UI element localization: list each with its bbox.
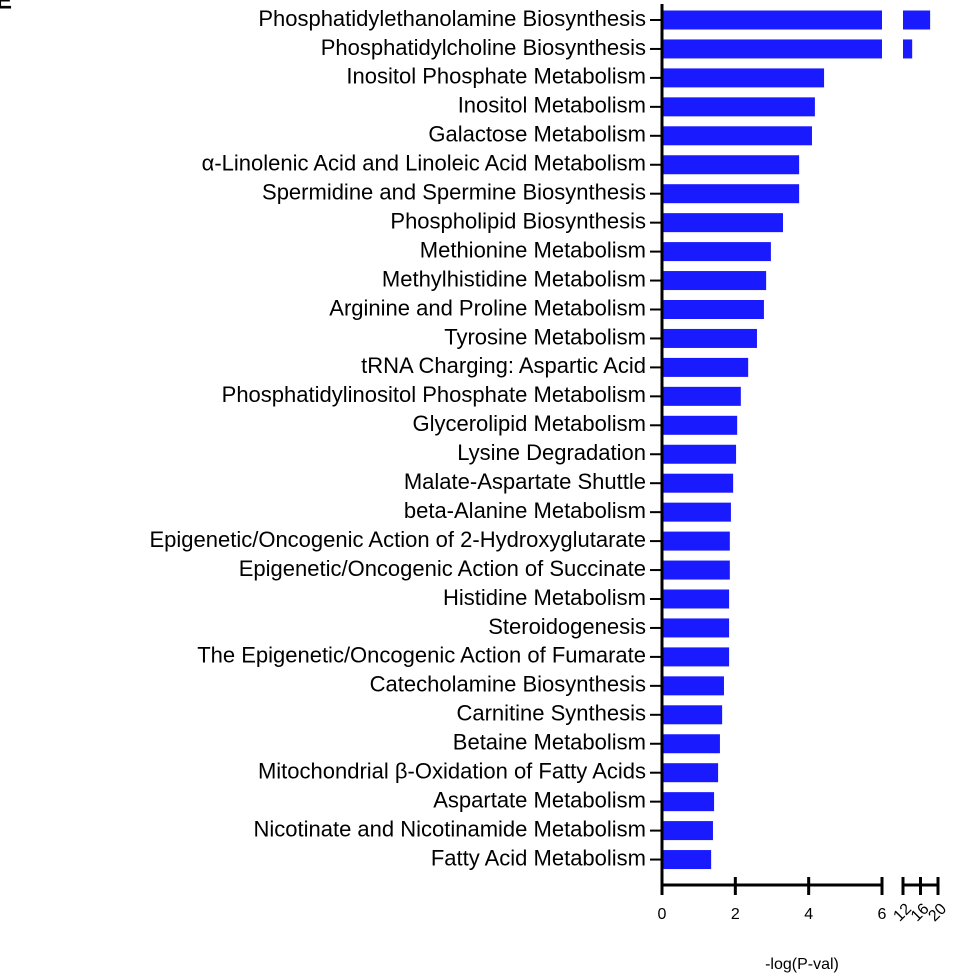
y-tick-label: Steroidogenesis (488, 614, 646, 639)
bar (663, 271, 767, 291)
bar-segment (903, 39, 913, 59)
x-tick-label: 0 (658, 906, 667, 923)
y-tick-label: Nicotinate and Nicotinamide Metabolism (253, 816, 646, 841)
y-tick-label: Histidine Metabolism (443, 585, 646, 610)
x-axis-label: -log(P-val) (765, 956, 839, 973)
y-tick-label: Phosphatidylcholine Biosynthesis (321, 35, 646, 60)
y-tick-label: Carnitine Synthesis (456, 701, 646, 726)
bar (663, 589, 730, 609)
y-tick-label: Phosphatidylethanolamine Biosynthesis (258, 6, 646, 31)
bar (663, 386, 741, 406)
y-tick-label: tRNA Charging: Aspartic Acid (361, 353, 646, 378)
y-tick-label: Glycerolipid Metabolism (412, 411, 646, 436)
bar (663, 647, 730, 667)
bar (663, 676, 724, 696)
y-tick-label: beta-Alanine Metabolism (404, 498, 646, 523)
bar (663, 300, 764, 319)
bar (663, 560, 730, 580)
y-tick-label: Methionine Metabolism (420, 237, 646, 262)
bar (663, 39, 882, 59)
panel-label: E (0, 0, 12, 14)
y-tick-label: Epigenetic/Oncogenic Action of Succinate (239, 556, 646, 581)
y-tick-label: Catecholamine Biosynthesis (370, 672, 646, 697)
bar (663, 155, 800, 175)
x-tick-label: 4 (804, 906, 813, 923)
y-tick-label: Betaine Metabolism (453, 730, 646, 755)
bar (663, 97, 815, 117)
y-tick-label: Tyrosine Metabolism (444, 324, 646, 349)
y-tick-label: Epigenetic/Oncogenic Action of 2-Hydroxy… (149, 527, 646, 552)
y-tick-label: Inositol Phosphate Metabolism (346, 64, 646, 89)
bar (663, 531, 730, 551)
y-tick-label: Aspartate Metabolism (433, 787, 646, 812)
bar (663, 184, 800, 204)
bar (663, 126, 812, 146)
bar (663, 415, 738, 435)
y-tick-label: The Epigenetic/Oncogenic Action of Fumar… (197, 643, 646, 668)
x-tick-label: 20 (925, 900, 950, 925)
y-tick-label: Arginine and Proline Metabolism (329, 295, 646, 320)
bar (663, 705, 723, 725)
bar (663, 792, 715, 812)
bar (663, 357, 749, 377)
bar (663, 68, 825, 88)
bar-segment (903, 10, 931, 30)
y-tick-label: Malate-Aspartate Shuttle (404, 469, 646, 494)
bar (663, 444, 737, 464)
bar (663, 502, 731, 522)
bar (663, 618, 730, 638)
bar (663, 328, 757, 348)
bar (663, 763, 719, 783)
y-tick-label: Inositol Metabolism (458, 93, 646, 118)
y-tick-label: Methylhistidine Metabolism (382, 266, 646, 291)
x-tick-label: 6 (878, 906, 887, 923)
bar (663, 734, 720, 754)
bar (663, 242, 771, 262)
y-tick-label: α-Linolenic Acid and Linoleic Acid Metab… (202, 151, 646, 176)
y-tick-label: Phospholipid Biosynthesis (390, 208, 646, 233)
y-tick-label: Phosphatidylinositol Phosphate Metabolis… (222, 382, 646, 407)
y-tick-label: Spermidine and Spermine Biosynthesis (262, 180, 646, 205)
x-tick-label: 2 (731, 906, 740, 923)
y-tick-label: Galactose Metabolism (428, 122, 646, 147)
bar (663, 821, 713, 841)
y-tick-label: Lysine Degradation (457, 440, 646, 465)
y-tick-label: Mitochondrial β-Oxidation of Fatty Acids (258, 759, 646, 784)
y-tick-label: Fatty Acid Metabolism (431, 845, 646, 870)
bar (663, 10, 882, 30)
bar (663, 850, 712, 870)
bar (663, 213, 783, 233)
bar (663, 473, 734, 493)
